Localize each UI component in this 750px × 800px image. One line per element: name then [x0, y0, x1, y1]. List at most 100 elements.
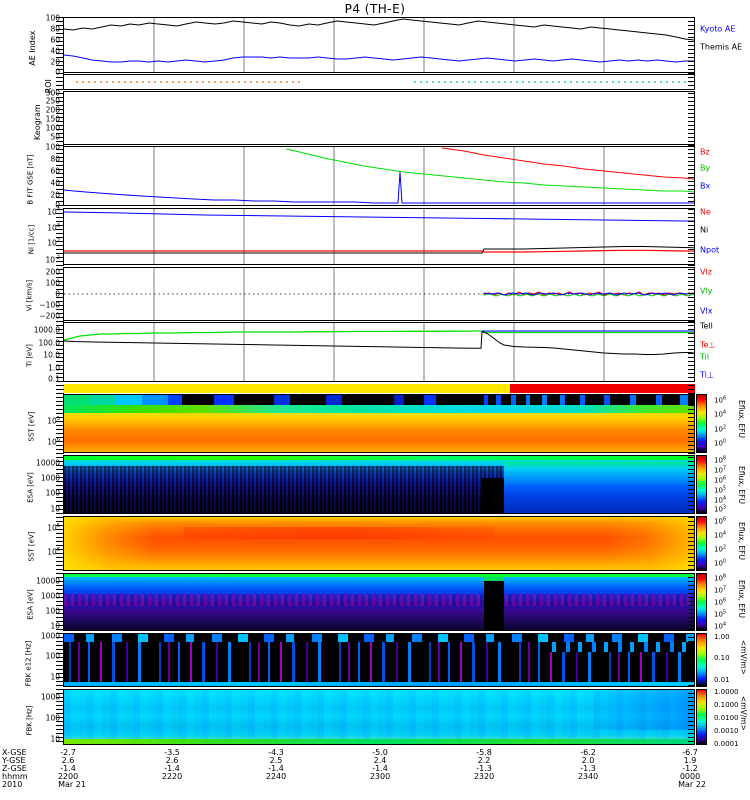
ni-plot [64, 209, 694, 264]
xaxis-zgse-2: -1.4 [268, 764, 284, 773]
cb6-label-0p1: 0.1000 [714, 701, 739, 709]
xaxis-date-0: Mar 21 [58, 780, 86, 789]
sst-electrons-left-bright [64, 517, 154, 570]
colorbar-sst-ions [696, 394, 707, 453]
xaxis-ygse-1: 2.6 [165, 756, 179, 765]
vlz-trace [483, 291, 694, 296]
cb2-label-1e6: 106 [714, 475, 727, 485]
esa-ions-right-region [504, 462, 694, 513]
ytick-fbk2-100: 100 [45, 713, 60, 723]
xaxis-hhmm-4: 2320 [473, 772, 495, 781]
panel-esa-electrons [63, 573, 695, 631]
cb2-label-1e5: 105 [714, 485, 727, 495]
colorbar-sst-electrons [696, 516, 707, 571]
xaxis-xgse-2: -4.3 [268, 748, 284, 757]
ytick-fbk1-100: 100 [45, 651, 60, 661]
legend-by: By [700, 163, 711, 173]
cb5-label-0p10: 0.10 [714, 654, 730, 662]
cb1-label-1e6: 106 [714, 395, 727, 405]
xaxis-hhmm-2: 2240 [265, 772, 287, 781]
panel-b-fit [63, 146, 695, 206]
panel-fbk-e12 [63, 633, 695, 687]
legend-tiperp: Ti⊥ [700, 370, 714, 380]
legend-npot: Npot [700, 245, 720, 255]
themis-ae-trace [64, 54, 694, 63]
legend-til: Til [700, 352, 710, 362]
ytick-v-m100: −100 [39, 300, 60, 310]
xaxis-hhmm-1: 2220 [161, 772, 183, 781]
panel-ti [63, 322, 695, 382]
legend-kyoto-ae: Kyoto AE [700, 24, 736, 34]
esa-electrons-purple-band [64, 594, 694, 606]
ytick-keo-200: 200 [45, 105, 60, 115]
xaxis-date-6: Mar 22 [678, 780, 706, 789]
panel-fbk-scm [63, 689, 695, 745]
ne-trace [64, 249, 694, 253]
cb5-label-1: 1.00 [714, 633, 730, 641]
legend-themis-ae: Themis AE [700, 42, 743, 52]
npot-trace [64, 211, 694, 222]
esa-electrons-dropout-green [484, 574, 504, 581]
bx-trace [64, 171, 694, 204]
xaxis-zgse-5: -1.3 [580, 764, 596, 773]
ytick-ti-1: 1.0 [48, 363, 60, 373]
cb1-title: Eflux, EFU [737, 400, 746, 438]
xaxis-hhmm-0: 2200 [57, 772, 79, 781]
xaxis-hhmm-3: 2300 [369, 772, 391, 781]
xaxis-zgse-0: -1.4 [60, 764, 76, 773]
ytick-keo-250: 250 [45, 96, 60, 106]
fbk-scm-right-blue [594, 690, 694, 730]
til-trace [64, 330, 694, 341]
ytick-v-100: 100 [45, 278, 60, 288]
fbk-e12-top-band [64, 634, 694, 642]
ytick-fbk1-10: 10 [22, 673, 60, 681]
ytick-keo-50: 50 [34, 133, 60, 141]
legend-tell: Tell [700, 321, 713, 331]
ytick-b-100: 100 [45, 142, 60, 152]
sst-ions-midband [64, 405, 694, 413]
cb4-title: Eflux, EFU [737, 580, 746, 618]
cb6-label-0p001: 0.0010 [714, 727, 739, 735]
panel-fbk-e12-ylabel: FBK e12 [Hz] [24, 640, 33, 687]
ytick-ti-100: 100.0 [38, 338, 60, 348]
ytick-fbk1-1000: 1000 [40, 631, 60, 641]
xaxis-xgse-6: -6.7 [682, 748, 698, 757]
bz-trace [441, 147, 694, 180]
xaxis-zgse-1: -1.4 [164, 764, 180, 773]
ytick-keo-300: 300 [45, 88, 60, 98]
roi-strip [63, 384, 695, 393]
ni-trace [64, 246, 694, 254]
xaxis-xgse-0: -2.7 [60, 748, 76, 757]
legend-vly: Vly [700, 286, 713, 296]
esa-electrons-top-line [64, 574, 694, 577]
panel-ae-index [63, 17, 695, 73]
sst-electrons-core [184, 527, 494, 539]
xaxis-zgse-3: -1.4 [372, 764, 388, 773]
esa-ions-noise-left [64, 466, 504, 513]
ytick-b-80: 80 [34, 155, 60, 163]
cb6-title: <mV/m> [739, 696, 748, 731]
left-spine-ticks [56, 17, 64, 745]
ytick-keo-100: 100 [45, 123, 60, 133]
ae-index-plot [64, 18, 694, 72]
fbk-scm-texture [64, 690, 694, 744]
panel-esa-ions [63, 455, 695, 514]
vlx-trace [483, 292, 694, 296]
cb1-label-1e0: 100 [714, 438, 727, 448]
cb3-label-1e0: 100 [714, 558, 727, 568]
cb6-label-1: 1.0000 [714, 688, 739, 696]
ytick-ni-1em2: 10-2 [45, 255, 60, 265]
cb6-label-0p0001: 0.0001 [714, 740, 739, 748]
legend-ni: Ni [700, 225, 709, 235]
xaxis-row-name-2: Z-GSE [2, 764, 27, 773]
legend-teperp: Te⊥ [700, 340, 716, 350]
ti-plot [64, 323, 694, 381]
xaxis-xgse-5: -6.2 [580, 748, 596, 757]
kyoto-ae-trace [64, 18, 694, 41]
colorbar-esa-electrons [696, 573, 707, 631]
ytick-ae-100: 100 [45, 13, 60, 23]
roi-strip-yellow [63, 384, 510, 393]
roi-strip-red [510, 384, 695, 393]
sst-ions-dropout-band [64, 395, 694, 405]
